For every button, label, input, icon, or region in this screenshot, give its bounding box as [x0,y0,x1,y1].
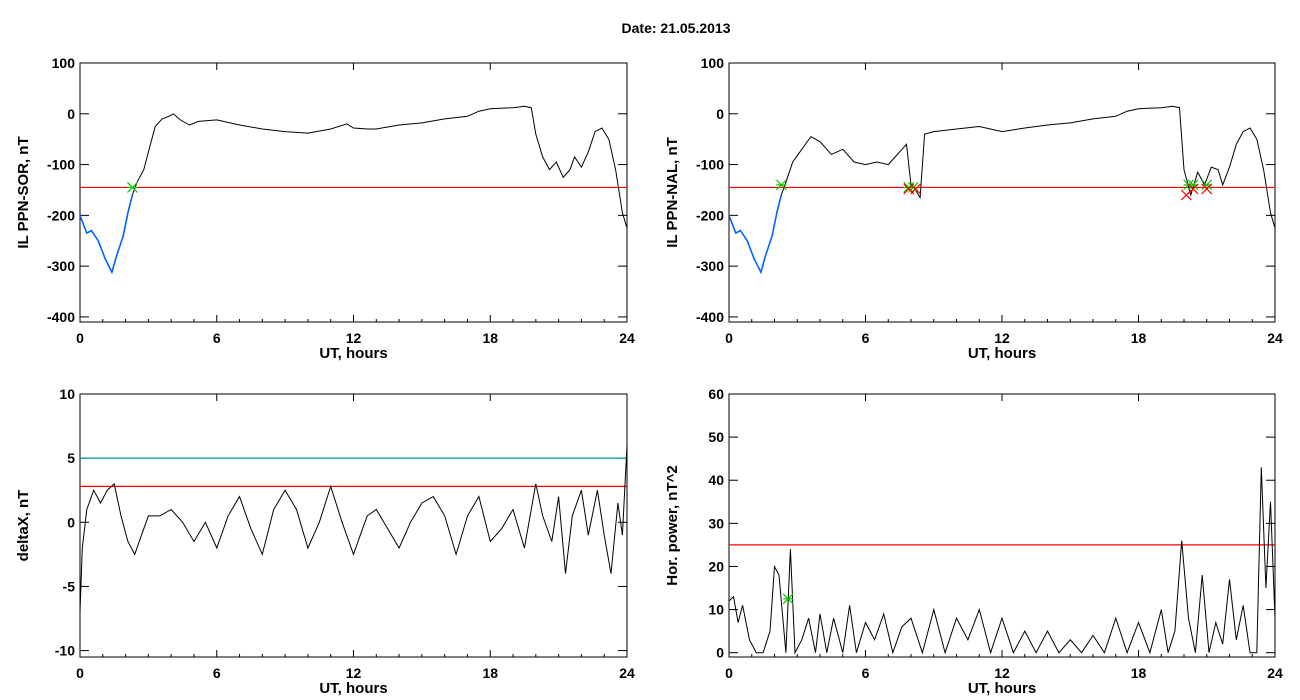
bottom-left-ytick-label: 5 [67,450,75,466]
top-left-xtick-label: 0 [76,330,84,346]
bottom-right-asterisk-marker [782,593,794,605]
top-left-xaxis-title: UT, hours [319,345,387,362]
page-title: Date: 21.05.2013 [621,20,731,36]
top-right-ytick-label: -200 [696,207,724,223]
bottom-left-xtick-label: 0 [76,665,84,681]
top-left-ytick-label: 0 [67,106,75,122]
top-left-plot-area [80,105,627,275]
bottom-right-ytick-label: 20 [708,558,724,574]
top-left-yaxis-title: IL PPN-SOR, nT [15,136,32,248]
top-left-highlight-segment [80,194,134,275]
top-left-ytick-label: -400 [47,309,75,325]
top-left-xtick-label: 6 [213,330,221,346]
bottom-left-ytick-label: -10 [55,643,75,659]
bottom-right-ytick-label: 40 [708,472,724,488]
top-right-ytick-label: -100 [696,157,724,173]
top-right-highlight-segment [729,194,783,275]
bottom-left-panel: 0 6 12 18 24 -10 -5 0 5 10 UT, hours deltaX, nT [15,386,635,697]
bottom-right-xtick-label: 12 [994,665,1010,681]
top-right-xtick-label: 12 [994,330,1010,346]
bottom-left-ytick-label: 0 [67,514,75,530]
bottom-left-plot-frame [79,393,628,658]
top-right-plot-frame [728,62,1276,323]
top-left-plot-frame [79,62,628,323]
top-right-xtick-label: 24 [1267,330,1283,346]
bottom-left-xaxis-title: UT, hours [319,680,387,697]
bottom-right-xaxis-title: UT, hours [968,680,1036,697]
top-right-asterisk-marker [775,179,787,191]
top-left-asterisk-marker [126,181,138,193]
marker-stroke [910,183,921,195]
top-right-ytick-label: -300 [696,258,724,274]
bottom-left-xtick-label: 12 [346,665,362,681]
bottom-right-xtick-label: 0 [725,665,733,681]
top-right-xaxis-title: UT, hours [968,345,1036,362]
top-right-plot-area [729,105,1275,275]
bottom-left-plot-area [80,445,627,613]
bottom-left-xtick-label: 24 [619,665,635,681]
bottom-right-ytick-label: 60 [708,386,724,402]
top-right-ytick-label: -400 [696,309,724,325]
bottom-right-xtick-label: 18 [1131,665,1147,681]
top-left-panel: 0 6 12 18 24 -400 -300 -200 -100 0 100 UT, hours IL … [15,55,635,362]
top-left-xtick-label: 18 [482,330,498,346]
top-right-cross-marker [1187,183,1199,195]
bottom-left-ytick-label: -5 [63,578,76,594]
top-right-ytick-label: 100 [701,55,725,71]
top-left-xtick-label: 12 [346,330,362,346]
top-right-series-line [729,105,1275,274]
marker-stroke [1201,183,1213,195]
bottom-right-ytick-label: 50 [708,429,724,445]
bottom-right-ytick-label: 0 [716,645,724,661]
top-right-xtick-label: 0 [725,330,733,346]
top-left-ytick-label: -300 [47,258,75,274]
top-left-ytick-label: -200 [47,207,75,223]
top-right-yaxis-title: IL PPN-NAL, nT [664,137,681,248]
bottom-left-series-line [80,445,627,613]
top-left-ytick-label: -100 [47,157,75,173]
top-left-series-line [80,105,627,274]
top-left-xtick-label: 24 [619,330,635,346]
bottom-right-ytick-label: 30 [708,515,724,531]
top-right-ytick-label: 0 [716,106,724,122]
marker-stroke [1187,183,1199,195]
bottom-right-xtick-label: 6 [862,665,870,681]
top-right-cross-marker [910,183,921,195]
top-right-panel: 0 6 12 18 24 -400 -300 -200 -100 0 100 UT, hours IL … [664,55,1283,362]
bottom-right-yaxis-title: Hor. power, nT^2 [664,465,681,585]
bottom-right-xtick-label: 24 [1267,665,1283,681]
bottom-right-panel: 0 6 12 18 24 0 10 20 30 40 50 60 UT, hours Hor. power… [664,386,1283,697]
top-left-ytick-label: 100 [52,55,76,71]
bottom-left-yaxis-title: deltaX, nT [15,490,32,562]
top-right-xtick-label: 18 [1131,330,1147,346]
bottom-left-ytick-label: 10 [59,386,75,402]
bottom-left-xtick-label: 6 [213,665,221,681]
top-right-cross-marker [1201,183,1213,195]
bottom-right-plot-area [729,467,1275,655]
bottom-right-series-line [729,467,1275,655]
bottom-left-xtick-label: 18 [482,665,498,681]
bottom-right-ytick-label: 10 [708,602,724,618]
top-right-xtick-label: 6 [862,330,870,346]
